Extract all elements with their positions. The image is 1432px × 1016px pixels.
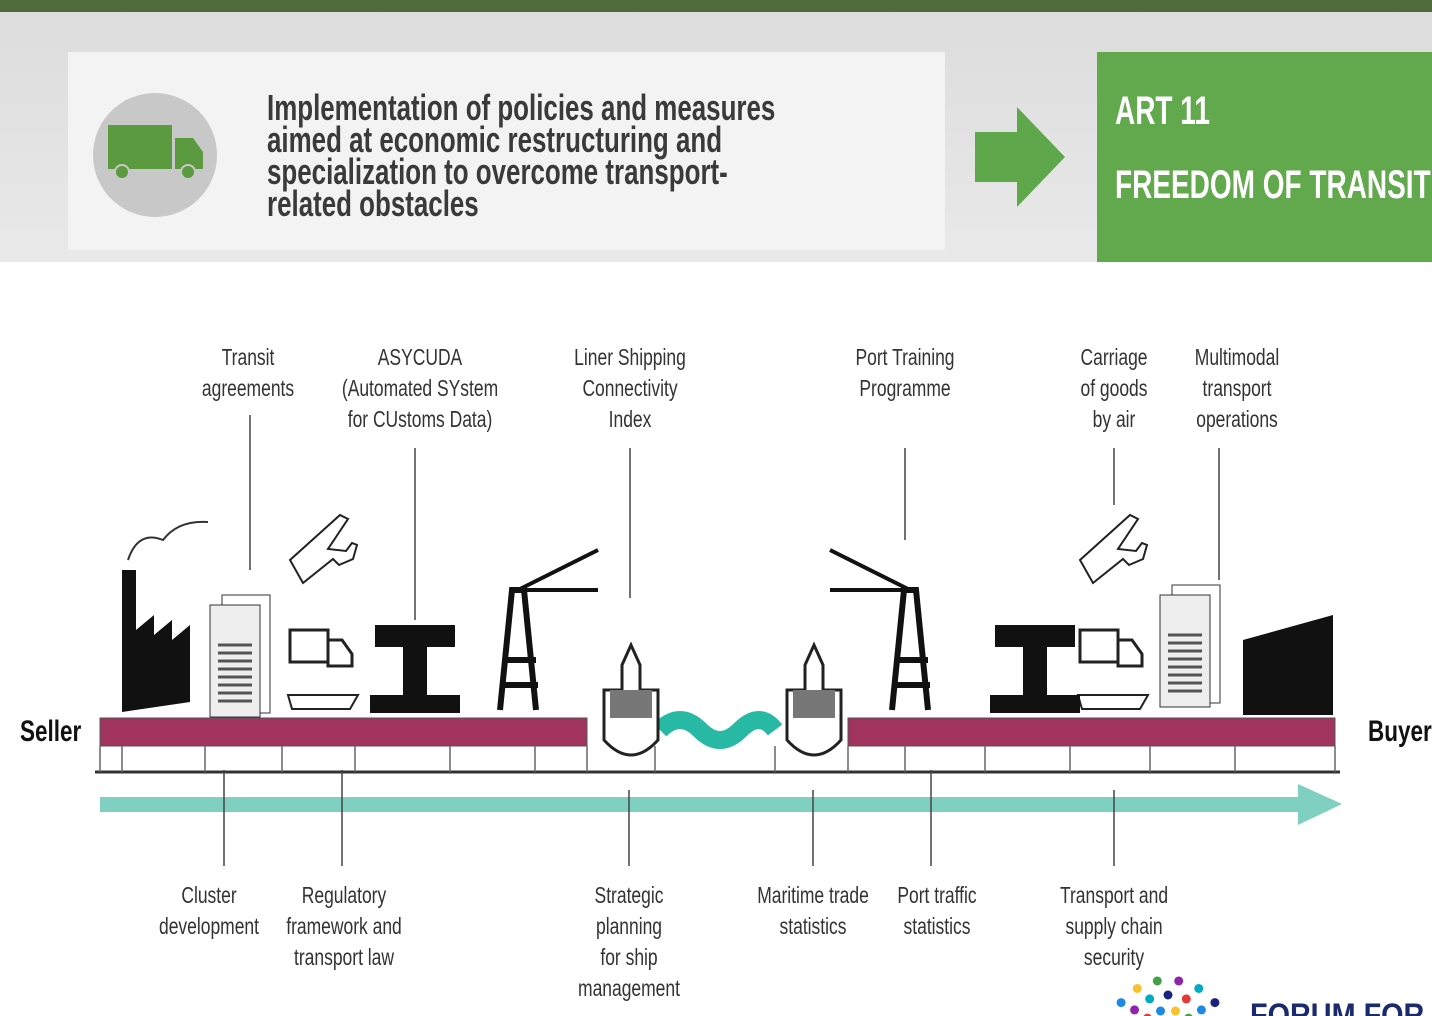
bottom-label: Transport and (1060, 884, 1168, 909)
customs (990, 695, 1080, 713)
bottom-label: Port traffic (897, 884, 976, 909)
factory (122, 570, 190, 712)
logo-dot (1197, 1005, 1206, 1014)
flow-arrow-head (1298, 784, 1342, 825)
logo-dot (1194, 984, 1203, 993)
bottom-label: for ship (600, 946, 657, 971)
bottom-label: development (159, 915, 259, 940)
ship (288, 695, 358, 709)
track-bar (100, 718, 587, 746)
buyer-label: Buyer (1368, 714, 1432, 748)
top-label: of goods (1081, 377, 1148, 402)
top-label: Connectivity (582, 377, 678, 402)
page: Transport facilitation {"header": {"poli… (0, 0, 1432, 1016)
logo-dot (1145, 994, 1154, 1003)
vessel-bridge (622, 645, 640, 690)
logo-dot (1153, 976, 1162, 985)
top-label: by air (1093, 408, 1136, 433)
logo-dot (1174, 976, 1183, 985)
bottom-label: statistics (780, 915, 847, 940)
truck (1080, 630, 1118, 662)
containers (793, 690, 835, 718)
top-label: transport (1203, 377, 1272, 402)
policy-text: related obstacles (267, 184, 479, 224)
crane (500, 590, 538, 710)
customs (403, 647, 427, 697)
logo-dot (1156, 1006, 1165, 1015)
seller-label: Seller (20, 714, 81, 748)
plane (1080, 515, 1147, 583)
crane-jib (518, 550, 598, 590)
track-bar (848, 718, 1335, 746)
flow-arrow-shaft (100, 797, 1305, 812)
customs (1023, 647, 1047, 697)
smoke (128, 522, 208, 560)
top-label: operations (1196, 408, 1278, 433)
logo-dot (1182, 994, 1191, 1003)
truck-icon-wheel (181, 165, 195, 179)
bottom-label: Regulatory (302, 884, 387, 909)
article-number: ART 11 (1115, 89, 1210, 133)
bottom-label: security (1084, 946, 1145, 971)
top-label: Port Training (855, 346, 954, 371)
top-label: Carriage (1081, 346, 1148, 371)
containers (610, 690, 652, 718)
bottom-label: Maritime trade (757, 884, 869, 909)
crane (892, 590, 930, 710)
truck (1118, 640, 1142, 666)
page-body: Implementation of policies and measuresa… (0, 0, 1432, 1016)
illustration (95, 515, 1342, 825)
truck (328, 640, 352, 666)
sea-wave (660, 720, 775, 740)
logo-dot (1117, 998, 1126, 1007)
logo-dot (1210, 998, 1219, 1007)
crane-jib (830, 550, 910, 590)
customs (370, 695, 460, 713)
truck-icon-wheel (115, 165, 129, 179)
top-label: for CUstoms Data) (348, 408, 493, 433)
diagram: Implementation of policies and measuresa… (0, 0, 1432, 1016)
bottom-label: transport law (294, 946, 394, 971)
article-title: FREEDOM OF TRANSIT (1115, 163, 1431, 207)
bottom-label: framework and (286, 915, 401, 940)
top-label: Multimodal (1195, 346, 1279, 371)
bottom-label: Strategic (595, 884, 664, 909)
top-label: Index (609, 408, 652, 433)
buyer-building (1243, 615, 1333, 715)
ship (1078, 695, 1148, 709)
top-label: Programme (859, 377, 950, 402)
footer-logo-text: FORUM FOR (1250, 998, 1424, 1016)
vessel-bridge (805, 645, 823, 690)
truck (290, 630, 328, 662)
bottom-label: supply chain (1065, 915, 1162, 940)
top-label: ASYCUDA (378, 346, 463, 371)
bottom-label: Cluster (181, 884, 236, 909)
bottom-label: planning (596, 915, 662, 940)
logo-dot (1164, 991, 1173, 1000)
top-label: (Automated SYstem (342, 377, 498, 402)
top-label: Transit (222, 346, 275, 371)
bottom-label: statistics (904, 915, 971, 940)
plane (290, 515, 357, 583)
customs (995, 625, 1075, 647)
banner-top-strip (0, 0, 1432, 12)
customs (375, 625, 455, 647)
top-label: Liner Shipping (574, 346, 686, 371)
bottom-label: management (578, 977, 680, 1002)
top-label: agreements (202, 377, 294, 402)
logo-dot (1171, 1006, 1180, 1015)
logo-dot (1130, 1005, 1139, 1014)
logo-dot (1133, 984, 1142, 993)
truck-icon-body (108, 125, 172, 169)
article-box (1097, 52, 1432, 262)
